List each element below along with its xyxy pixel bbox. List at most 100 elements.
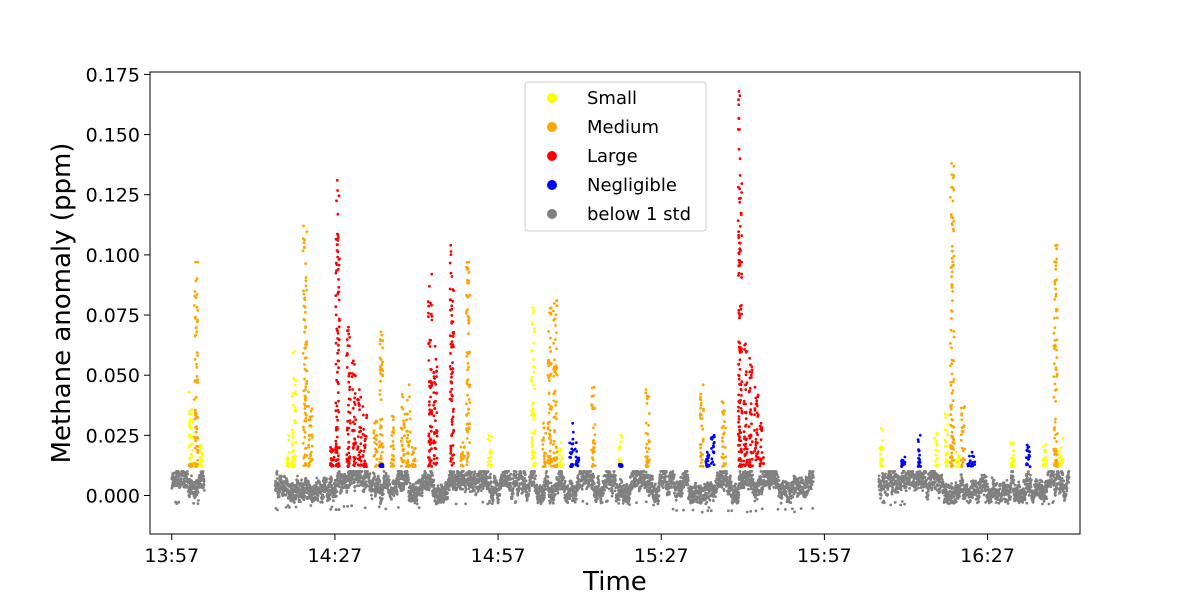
data-point-below-1-std — [791, 483, 795, 487]
data-point-below-1-std — [190, 474, 193, 478]
data-point-below-1-std — [924, 471, 928, 474]
data-point-below-1-std — [294, 505, 298, 509]
data-point-below-1-std — [614, 478, 617, 482]
data-point-below-1-std — [665, 470, 668, 474]
data-point-below-1-std — [730, 509, 734, 512]
data-point-below-1-std — [668, 490, 671, 494]
data-point-below-1-std — [182, 477, 186, 480]
data-point-below-1-std — [406, 475, 410, 479]
data-point-below-1-std — [581, 499, 585, 503]
data-point-below-1-std — [884, 472, 887, 476]
data-point-below-1-std — [431, 474, 435, 477]
data-point-below-1-std — [335, 494, 338, 498]
data-point-below-1-std — [309, 504, 313, 507]
data-point-below-1-std — [791, 507, 794, 511]
data-point-below-1-std — [551, 501, 555, 505]
data-point-below-1-std — [603, 488, 607, 492]
data-point-below-1-std — [279, 478, 283, 482]
data-point-below-1-std — [599, 497, 603, 501]
data-point-below-1-std — [940, 473, 944, 477]
data-point-below-1-std — [514, 470, 518, 474]
data-point-below-1-std — [652, 503, 655, 507]
data-point-below-1-std — [904, 474, 908, 478]
data-point-below-1-std — [700, 510, 704, 514]
data-point-below-1-std — [296, 474, 299, 478]
data-point-below-1-std — [809, 487, 813, 491]
data-point-below-1-std — [342, 505, 346, 508]
data-point-below-1-std — [562, 476, 566, 480]
data-point-below-1-std — [543, 491, 546, 495]
data-point-below-1-std — [330, 505, 334, 509]
data-point-below-1-std — [340, 490, 343, 493]
data-point-below-1-std — [594, 500, 598, 504]
data-point-below-1-std — [635, 501, 638, 505]
data-point-below-1-std — [202, 486, 205, 489]
data-point-below-1-std — [759, 470, 763, 473]
data-point-below-1-std — [457, 471, 461, 474]
data-point-below-1-std — [491, 493, 495, 497]
data-point-below-1-std — [461, 487, 465, 491]
data-point-below-1-std — [793, 510, 796, 514]
data-point-below-1-std — [926, 493, 930, 497]
data-point-below-1-std — [338, 472, 342, 475]
data-point-below-1-std — [937, 496, 941, 500]
data-point-below-1-std — [637, 489, 641, 493]
data-point-below-1-std — [657, 494, 661, 498]
data-point-below-1-std — [614, 474, 617, 478]
data-point-below-1-std — [608, 470, 612, 474]
data-point-below-1-std — [958, 495, 961, 498]
data-point-below-1-std — [277, 495, 281, 499]
data-point-below-1-std — [384, 507, 388, 511]
data-point-below-1-std — [336, 476, 340, 480]
data-point-below-1-std — [390, 497, 393, 501]
data-point-below-1-std — [202, 477, 206, 481]
data-point-below-1-std — [368, 472, 372, 475]
data-point-below-1-std — [715, 490, 718, 494]
data-point-below-1-std — [284, 493, 287, 497]
data-point-below-1-std — [202, 475, 206, 478]
data-point-below-1-std — [768, 487, 772, 491]
data-point-below-1-std — [510, 495, 514, 499]
data-point-below-1-std — [293, 501, 296, 504]
data-point-below-1-std — [337, 508, 341, 511]
data-point-below-1-std — [712, 499, 715, 503]
data-point-below-1-std — [470, 470, 474, 474]
data-point-below-1-std — [372, 472, 376, 476]
data-point-below-1-std — [486, 470, 490, 473]
data-point-below-1-std — [388, 483, 392, 486]
data-point-below-1-std — [196, 490, 200, 494]
data-point-below-1-std — [674, 498, 678, 502]
data-point-below-1-std — [610, 494, 614, 498]
data-point-below-1-std — [628, 503, 631, 506]
data-point-below-1-std — [575, 497, 578, 501]
data-point-below-1-std — [491, 498, 495, 501]
data-point-below-1-std — [891, 489, 895, 493]
data-point-below-1-std — [751, 478, 755, 481]
data-point-below-1-std — [620, 480, 624, 483]
data-point-below-1-std — [607, 487, 611, 491]
data-point-below-1-std — [755, 497, 759, 501]
data-point-below-1-std — [597, 474, 600, 478]
data-point-below-1-std — [685, 470, 689, 473]
data-point-below-1-std — [877, 474, 881, 478]
data-point-below-1-std — [509, 485, 513, 488]
data-point-below-1-std — [879, 493, 883, 497]
data-point-below-1-std — [646, 476, 650, 479]
data-point-below-1-std — [407, 478, 410, 482]
data-point-below-1-std — [400, 472, 404, 475]
data-point-below-1-std — [779, 501, 783, 505]
data-point-below-1-std — [890, 492, 894, 496]
data-point-below-1-std — [395, 490, 399, 494]
data-point-below-1-std — [274, 479, 277, 483]
data-point-below-1-std — [452, 470, 456, 474]
data-point-below-1-std — [370, 497, 374, 501]
data-point-below-1-std — [592, 482, 596, 485]
data-point-below-1-std — [605, 486, 608, 489]
data-point-below-1-std — [737, 491, 740, 494]
data-point-below-1-std — [535, 483, 539, 487]
data-point-below-1-std — [617, 498, 621, 502]
data-point-below-1-std — [532, 481, 536, 484]
data-point-below-1-std — [523, 473, 527, 477]
data-point-below-1-std — [330, 483, 333, 487]
data-point-below-1-std — [754, 509, 758, 513]
